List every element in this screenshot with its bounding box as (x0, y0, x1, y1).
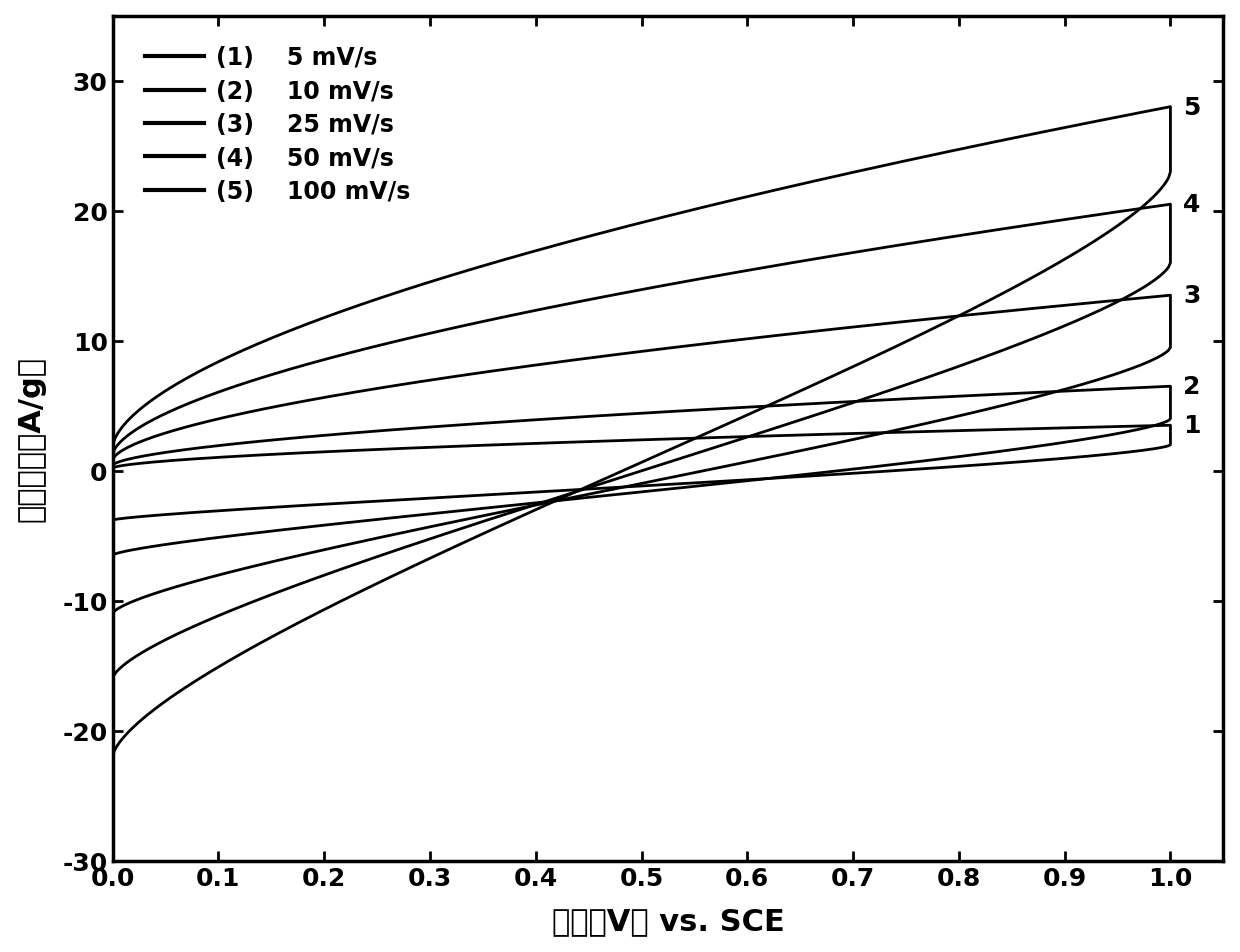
Legend: (1)    5 mV/s, (2)    10 mV/s, (3)    25 mV/s, (4)    50 mV/s, (5)    100 mV/s: (1) 5 mV/s, (2) 10 mV/s, (3) 25 mV/s, (4… (135, 37, 419, 213)
Text: 1: 1 (1183, 414, 1200, 438)
X-axis label: 电位（V） vs. SCE: 电位（V） vs. SCE (552, 906, 785, 936)
Y-axis label: 电流密度（A/g）: 电流密度（A/g） (16, 356, 46, 522)
Text: 4: 4 (1183, 193, 1200, 217)
Text: 2: 2 (1183, 375, 1200, 399)
Text: 3: 3 (1183, 284, 1200, 307)
Text: 5: 5 (1183, 95, 1200, 120)
